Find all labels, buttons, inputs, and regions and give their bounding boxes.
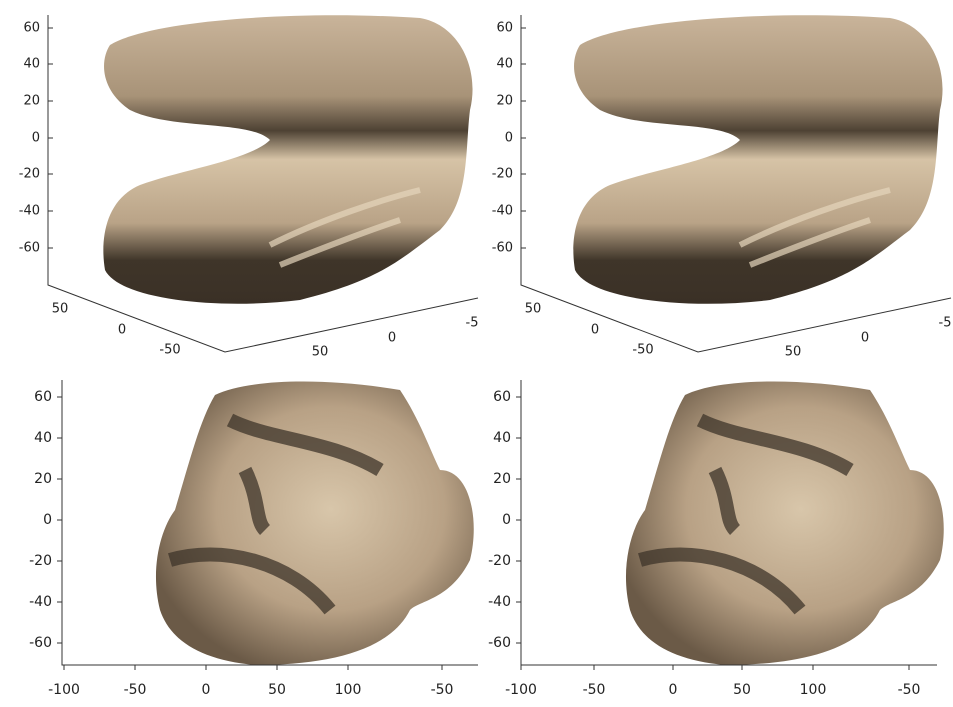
x-tick-label: -100 — [505, 682, 537, 698]
surface-render — [573, 15, 942, 303]
z-tick-label: -60 — [19, 241, 40, 256]
x-tick-label: -50 — [124, 682, 147, 698]
x-tick-label: 100 — [800, 682, 827, 698]
y-tick-label: -20 — [488, 553, 511, 569]
y-tick-label: -40 — [29, 594, 52, 610]
x-tick-label: 50 — [733, 682, 751, 698]
x-tick-label: -50 — [583, 682, 606, 698]
y-tick-label: -20 — [29, 553, 52, 569]
tick-label: 0 — [591, 323, 599, 338]
y-tick-label: -60 — [29, 635, 52, 651]
tick-label: 0 — [861, 331, 869, 346]
z-tick-label: -40 — [19, 204, 40, 219]
tick-label: 0 — [118, 323, 126, 338]
z-tick-label: 40 — [23, 57, 40, 72]
surface-render — [626, 382, 944, 665]
x-tick-label: -50 — [898, 682, 921, 698]
z-tick-label: -40 — [492, 204, 513, 219]
tick-label: -50 — [632, 343, 653, 358]
figure: 6040200-20-40-60500-50500-56040200-20-40… — [0, 0, 953, 707]
tick-label: -5 — [939, 316, 952, 331]
y-tick-label: -40 — [488, 594, 511, 610]
x-tick-label: 100 — [335, 682, 362, 698]
x-tick-label: 0 — [202, 682, 211, 698]
z-tick-label: 60 — [23, 21, 40, 36]
z-tick-label: 0 — [32, 131, 40, 146]
y-tick-label: 40 — [34, 430, 52, 446]
z-tick-label: -60 — [492, 241, 513, 256]
y-tick-label: -60 — [488, 635, 511, 651]
y-tick-label: 20 — [34, 471, 52, 487]
x-tick-label: 0 — [669, 682, 678, 698]
tick-label: 50 — [312, 345, 329, 360]
z-tick-label: 20 — [23, 94, 40, 109]
y-tick-label: 20 — [493, 471, 511, 487]
y-tick-label: 60 — [493, 389, 511, 405]
y-tick-label: 0 — [43, 512, 52, 528]
y-tick-label: 40 — [493, 430, 511, 446]
x-tick-label: -50 — [431, 682, 454, 698]
tick-label: 50 — [785, 345, 802, 360]
z-tick-label: 20 — [496, 94, 513, 109]
tick-label: -50 — [159, 343, 180, 358]
y-tick-label: 60 — [34, 389, 52, 405]
z-tick-label: -20 — [19, 167, 40, 182]
z-tick-label: 40 — [496, 57, 513, 72]
z-tick-label: 0 — [505, 131, 513, 146]
tick-label: -5 — [466, 316, 479, 331]
surface-render — [156, 382, 474, 665]
tick-label: 50 — [525, 302, 542, 317]
tick-label: 50 — [52, 302, 69, 317]
surface-render — [103, 15, 472, 303]
tick-label: 0 — [388, 331, 396, 346]
x-tick-label: -100 — [48, 682, 80, 698]
z-tick-label: -20 — [492, 167, 513, 182]
z-tick-label: 60 — [496, 21, 513, 36]
y-tick-label: 0 — [502, 512, 511, 528]
x-tick-label: 50 — [268, 682, 286, 698]
